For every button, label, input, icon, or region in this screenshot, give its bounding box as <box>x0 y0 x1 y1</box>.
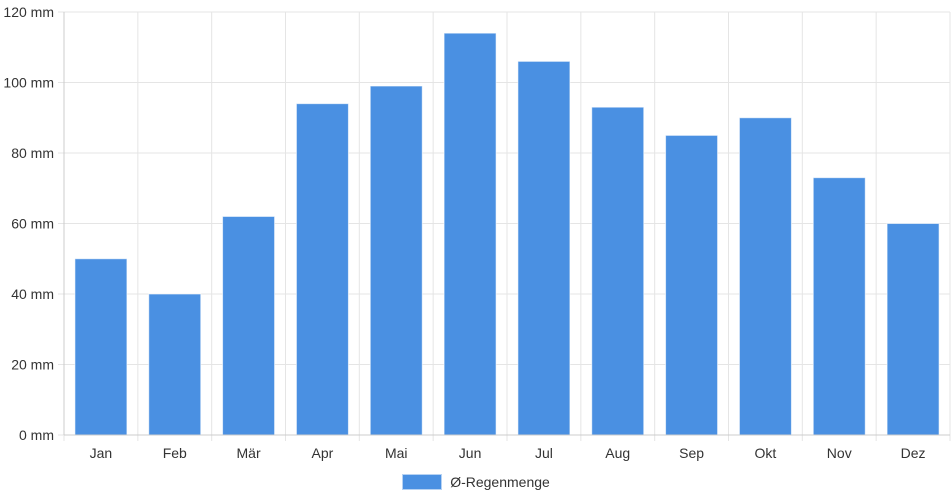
bar-feb <box>148 293 202 436</box>
x-tick-label: Dez <box>901 445 926 461</box>
x-tick-label: Sep <box>679 445 704 461</box>
x-tick-label: Aug <box>605 445 630 461</box>
bars-layer <box>74 32 940 436</box>
bar-jul <box>517 60 571 436</box>
y-tick-label: 20 mm <box>11 357 54 373</box>
bar-dez <box>886 223 940 436</box>
bar-jan <box>74 258 128 436</box>
x-tick-label: Okt <box>755 445 777 461</box>
axis-layer: 0 mm 20 mm 40 mm 60 mm 80 mm 100 mm 120 mm Jan F… <box>3 4 950 461</box>
y-tick-label: 40 mm <box>11 286 54 302</box>
x-tick-label: Mai <box>385 445 408 461</box>
x-tick-label: Nov <box>827 445 852 461</box>
x-tick-label: Mär <box>237 445 261 461</box>
bar-okt <box>738 117 792 436</box>
x-tick-label: Apr <box>312 445 334 461</box>
y-tick-label: 120 mm <box>3 4 54 20</box>
bar-jun <box>443 32 497 436</box>
x-tick-label: Feb <box>163 445 187 461</box>
legend-label: Ø-Regenmenge <box>450 474 550 490</box>
y-tick-label: 0 mm <box>19 427 54 443</box>
grid-layer <box>58 11 951 441</box>
x-tick-label: Jun <box>459 445 482 461</box>
y-tick-label: 60 mm <box>11 216 54 232</box>
chart-canvas: 0 mm 20 mm 40 mm 60 mm 80 mm 100 mm 120 mm Jan F… <box>3 4 951 461</box>
x-tick-label: Jan <box>90 445 113 461</box>
y-tick-label: 100 mm <box>3 75 54 91</box>
bar-mai <box>369 85 423 436</box>
bar-aug <box>591 106 645 436</box>
bar-mär <box>222 215 276 436</box>
bar-nov <box>812 177 866 436</box>
bar-sep <box>665 134 719 436</box>
chart-legend[interactable]: Ø-Regenmenge <box>0 472 952 492</box>
x-tick-label: Jul <box>535 445 553 461</box>
legend-swatch <box>402 474 443 490</box>
bar-apr <box>295 103 349 436</box>
y-tick-label: 80 mm <box>11 145 54 161</box>
